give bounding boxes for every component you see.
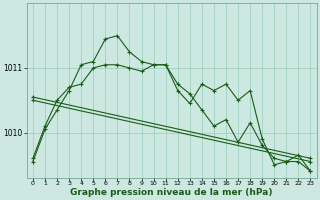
X-axis label: Graphe pression niveau de la mer (hPa): Graphe pression niveau de la mer (hPa) [70, 188, 273, 197]
